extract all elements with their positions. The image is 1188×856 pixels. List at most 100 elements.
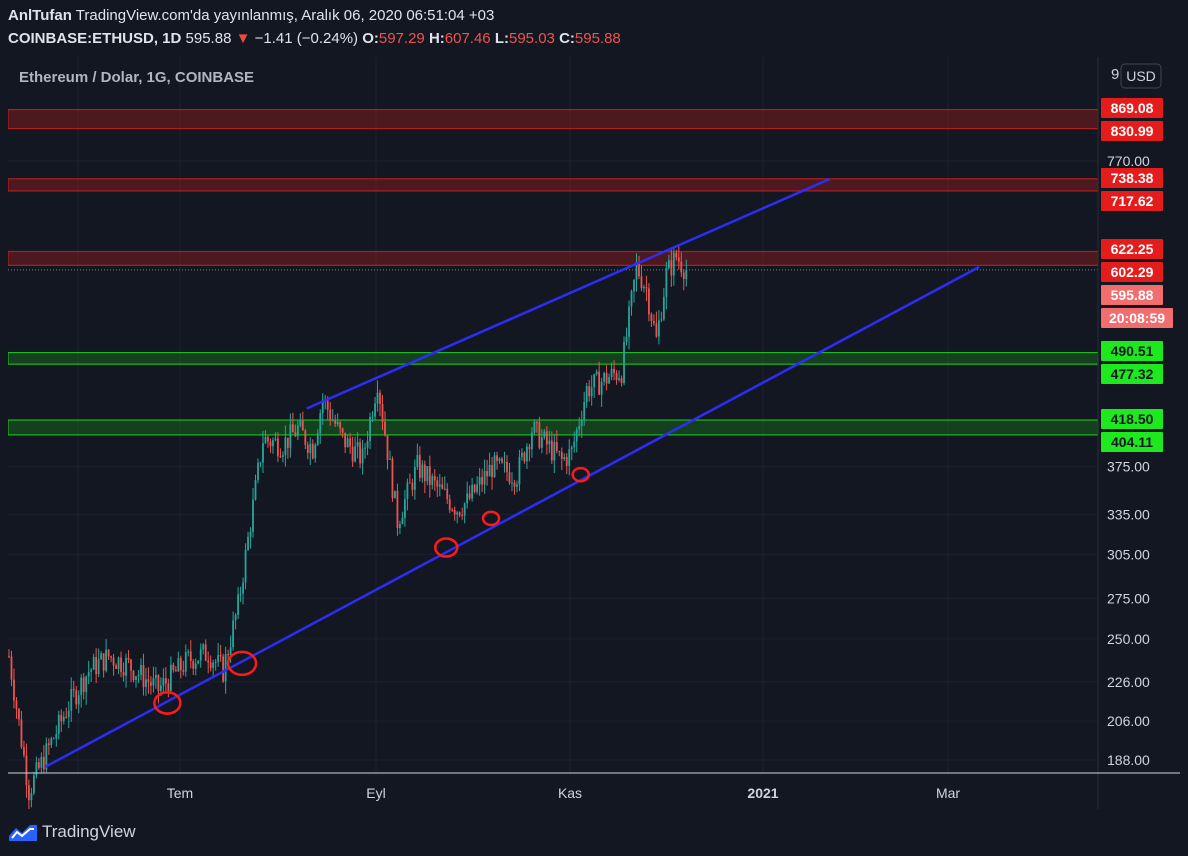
candle-body <box>80 677 83 696</box>
candle-body <box>466 493 469 504</box>
candle-body <box>145 679 147 688</box>
candle-body <box>257 462 259 481</box>
candle-body <box>8 656 10 658</box>
candle-body <box>269 441 272 447</box>
candle-body <box>15 700 18 709</box>
candle-body <box>600 381 603 395</box>
candle-body <box>436 480 439 487</box>
candle-body <box>501 458 503 463</box>
candle-body <box>162 678 165 686</box>
candle-body <box>107 649 110 657</box>
candle-body <box>653 320 655 324</box>
price-label-tag <box>1101 191 1163 211</box>
candle-body <box>217 654 220 662</box>
price-label-tag <box>1101 364 1163 384</box>
price-label-text: 595.88 <box>1111 287 1154 303</box>
price-tick-label: 250.00 <box>1107 631 1150 647</box>
candle-body <box>135 676 137 680</box>
time-axis[interactable]: Tem Eyl Kas 2021 Mar <box>167 785 961 801</box>
candle-body <box>172 664 175 671</box>
candle-body <box>125 658 127 676</box>
candle-body <box>628 306 630 337</box>
candle-body <box>453 509 456 515</box>
price-axis[interactable]: 188.00 206.00 226.00 250.00 275.00 305.00 335.… <box>1107 153 1150 768</box>
candle-body <box>670 260 673 276</box>
candle-body <box>237 594 239 615</box>
candle-body <box>267 437 269 442</box>
candle-body <box>493 455 496 478</box>
candle-body <box>526 446 528 462</box>
price-label-tag <box>1101 98 1163 118</box>
candle-body <box>117 657 120 669</box>
price-label-tag <box>1101 285 1163 305</box>
candle-body <box>461 515 464 517</box>
brand-name[interactable]: TradingView <box>42 822 136 841</box>
candle-body <box>326 399 329 410</box>
time-tick-label: 2021 <box>747 785 778 801</box>
candle-body <box>274 438 277 441</box>
zone-resistance <box>7 250 1099 266</box>
author-name[interactable]: AnlTufan <box>8 7 72 24</box>
candle-body <box>167 683 170 692</box>
candle-body <box>13 679 15 701</box>
candle-body <box>299 420 302 426</box>
time-tick-label: Kas <box>558 785 582 801</box>
candle-body <box>496 455 498 462</box>
currency-button[interactable]: USD <box>1120 63 1162 89</box>
candle-body <box>150 682 152 686</box>
candle-body <box>625 336 628 342</box>
price-label-tag <box>1101 409 1163 429</box>
candle-body <box>47 743 50 746</box>
time-tick-label: Tem <box>167 785 193 801</box>
candle-body <box>401 517 404 524</box>
candle-body <box>179 658 182 671</box>
price-label-tag <box>1101 121 1163 141</box>
candle-body <box>284 437 287 456</box>
publish-info: TradingView.com'da yayınlanmış, Aralık 0… <box>75 7 495 24</box>
candle-body <box>441 484 444 489</box>
touch-marker <box>226 650 258 677</box>
candle-body <box>100 653 103 660</box>
candle-body <box>568 449 571 466</box>
candle-body <box>498 458 501 462</box>
candle-body <box>418 454 421 478</box>
candle-body <box>249 531 252 537</box>
candle-body <box>650 314 653 321</box>
candle-body <box>259 462 262 464</box>
candle-body <box>329 409 332 421</box>
candle-body <box>548 440 551 445</box>
candle-body <box>638 262 640 277</box>
candle-body <box>508 472 511 483</box>
chart-frame[interactable]: 188.00 206.00 226.00 250.00 275.00 305.00 335.… <box>7 57 1180 813</box>
candle-body <box>394 490 396 499</box>
candle-body <box>623 341 625 383</box>
candle-body <box>45 743 48 770</box>
candle-body <box>620 378 623 383</box>
candle-body <box>140 665 142 675</box>
candle-body <box>247 536 249 550</box>
price-chart[interactable]: 188.00 206.00 226.00 250.00 275.00 305.00 335.… <box>7 57 1180 813</box>
candle-body <box>538 422 541 448</box>
candle-body <box>531 432 533 450</box>
candle-body <box>593 374 596 388</box>
candle-body <box>152 678 155 686</box>
candle-body <box>189 651 192 662</box>
candle-body <box>506 461 508 473</box>
candle-body <box>90 669 93 672</box>
touch-markers <box>153 466 590 715</box>
candle-body <box>590 387 593 397</box>
currency-button-frame[interactable] <box>1120 63 1162 89</box>
candle-body <box>605 372 608 384</box>
candle-body <box>264 437 267 444</box>
currency-label[interactable]: USD <box>1126 68 1156 84</box>
candle-body <box>675 252 678 258</box>
candle-body <box>286 437 289 448</box>
candle-body <box>523 452 526 462</box>
candle-body <box>570 447 573 450</box>
low-value: 595.03 <box>509 30 555 47</box>
trend-line <box>44 265 980 768</box>
candle-body <box>50 738 53 746</box>
candle-body <box>242 582 244 594</box>
candle-body <box>30 793 33 801</box>
price-label-text: 477.32 <box>1111 366 1154 382</box>
